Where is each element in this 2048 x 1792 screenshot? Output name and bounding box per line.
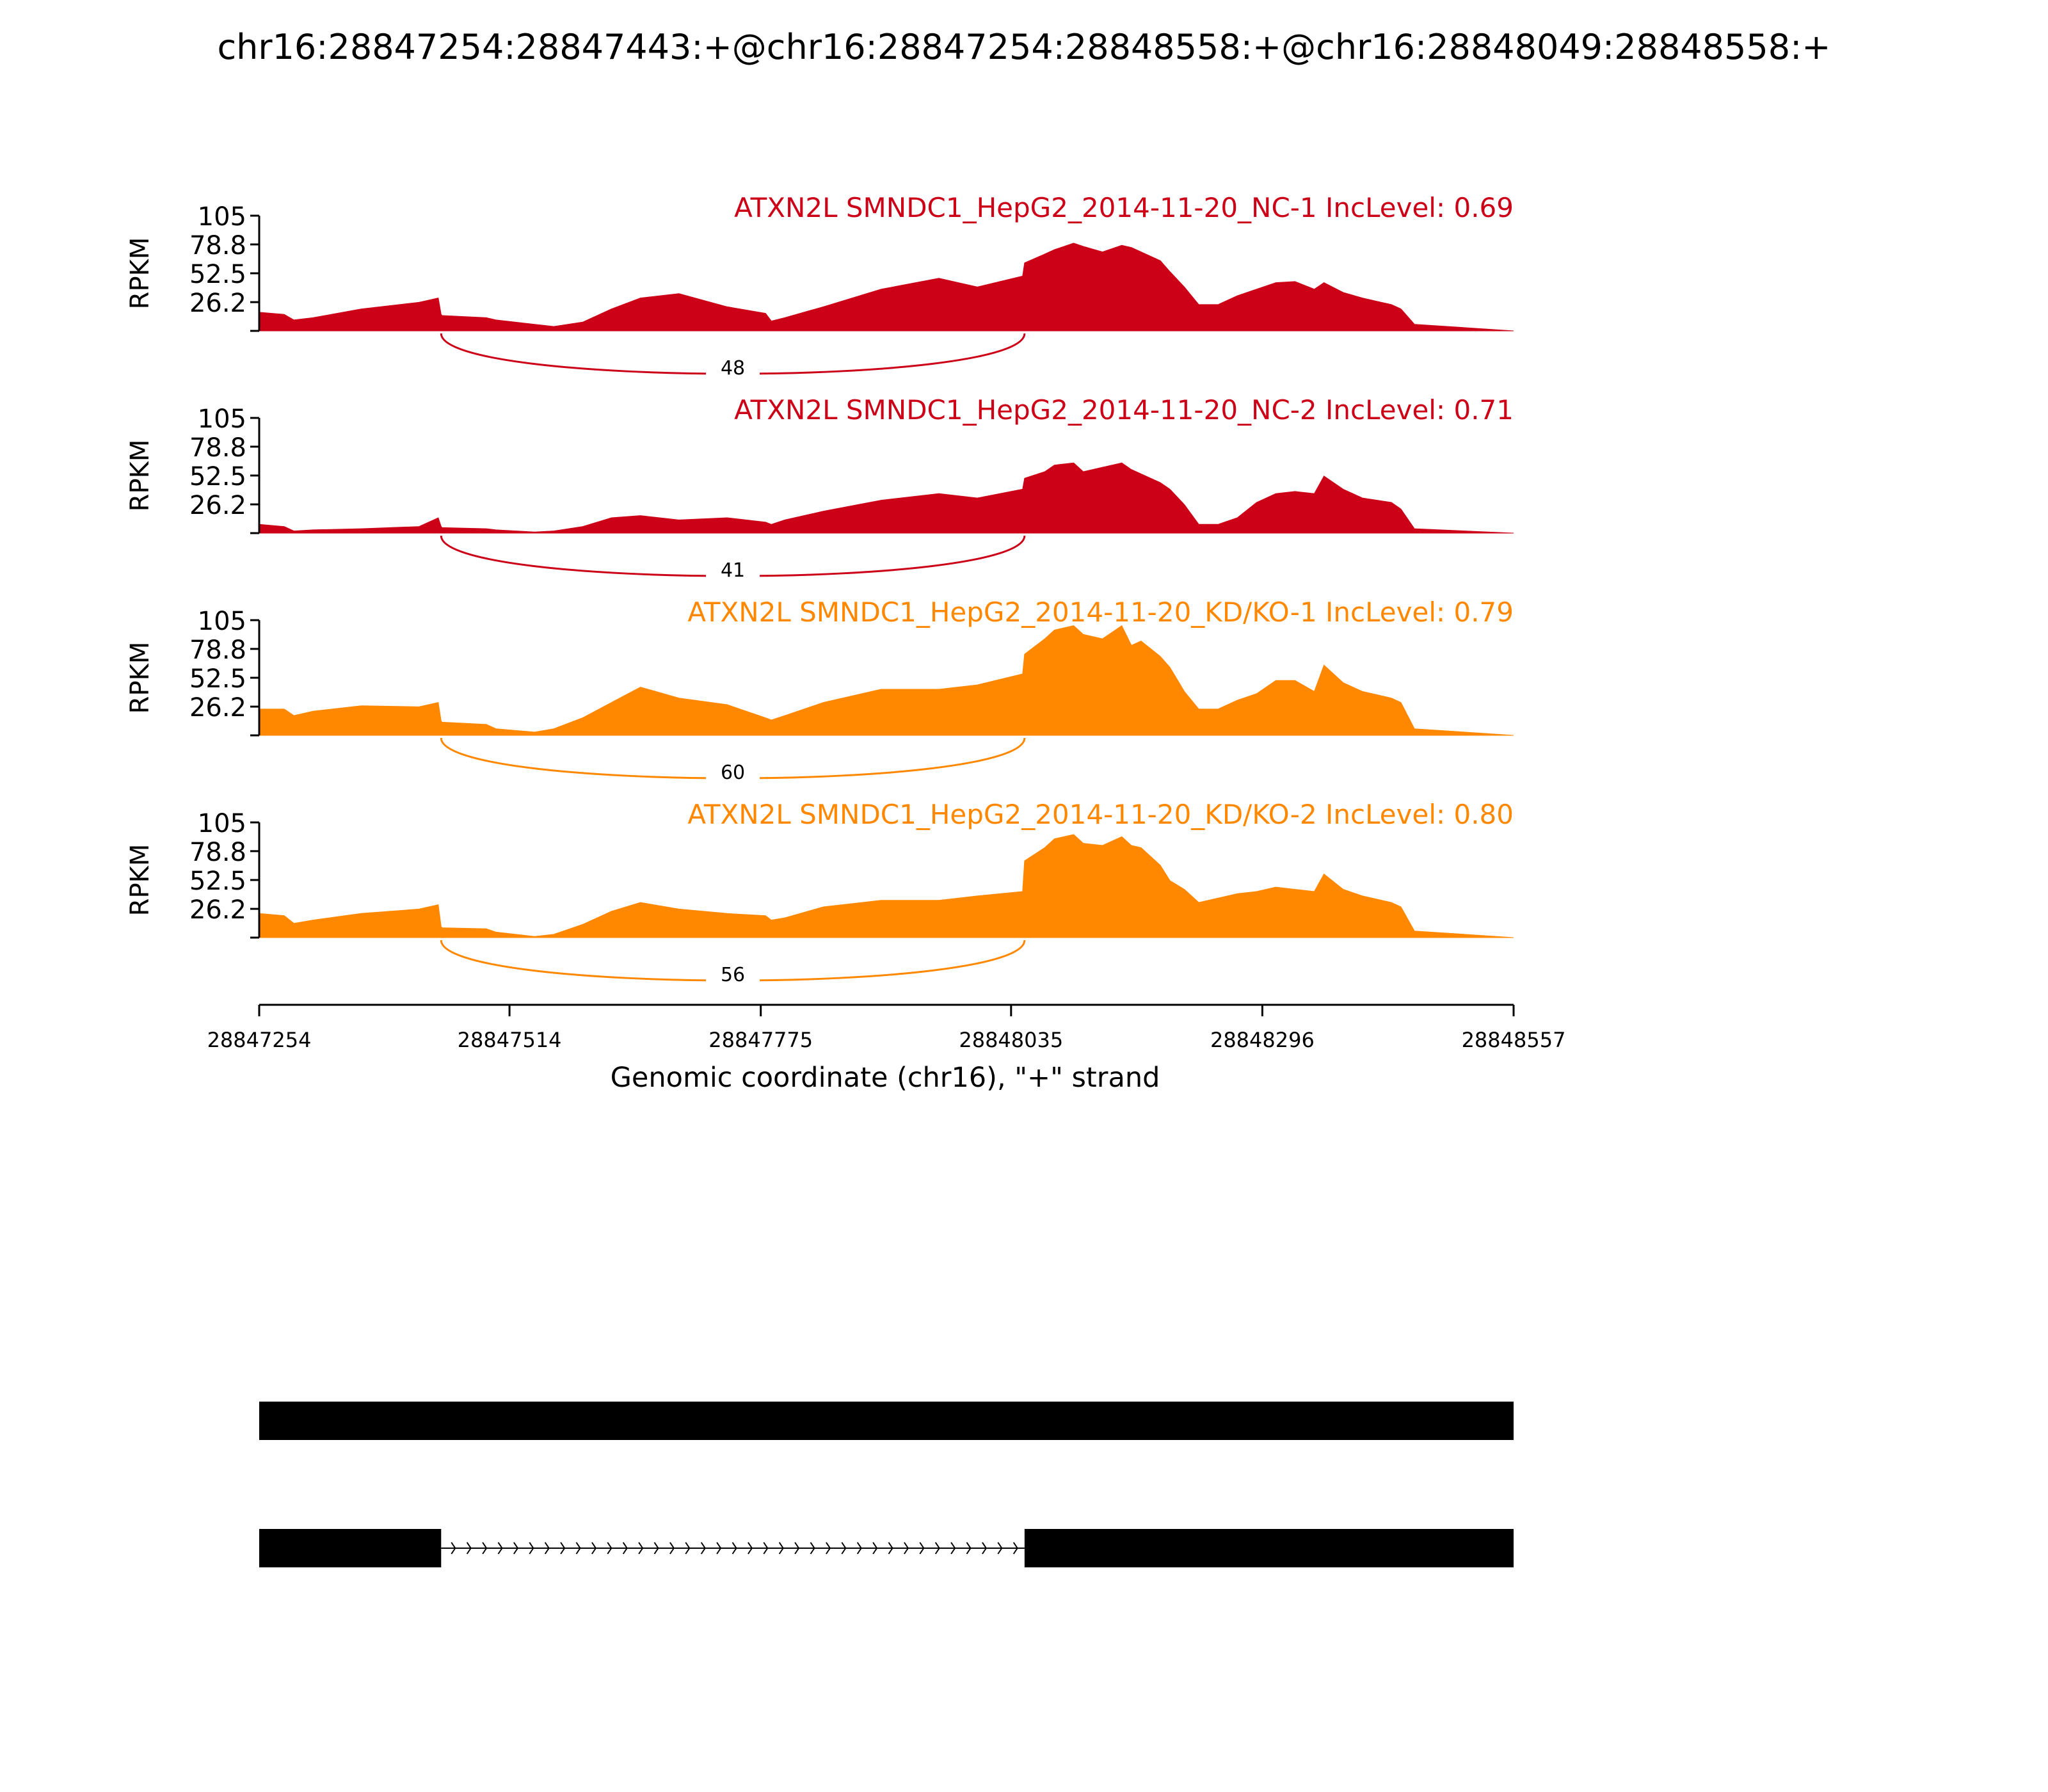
strand-arrow <box>904 1542 909 1555</box>
y-tick-label: 105 <box>198 404 246 434</box>
y-tick-label: 52.5 <box>189 867 246 896</box>
figure-title: chr16:28847254:28847443:+@chr16:28847254… <box>217 27 1830 67</box>
strand-arrow <box>1012 1542 1018 1555</box>
strand-arrow <box>934 1542 940 1555</box>
x-tick-label: 28848296 <box>1210 1028 1315 1052</box>
exon-block <box>259 1402 1514 1440</box>
strand-arrow <box>763 1542 769 1555</box>
junction-count: 48 <box>721 357 745 380</box>
strand-arrow <box>622 1542 628 1555</box>
series-label: ATXN2L SMNDC1_HepG2_2014-11-20_KD/KO-2 I… <box>687 799 1514 830</box>
exon-block <box>259 1529 442 1567</box>
strand-arrow <box>841 1542 847 1555</box>
strand-arrow <box>748 1542 753 1555</box>
strand-arrow <box>716 1542 722 1555</box>
y-tick-label: 26.2 <box>189 289 246 318</box>
y-tick-label: 78.8 <box>189 433 246 463</box>
exon-block <box>1024 1529 1514 1567</box>
y-tick-label: 26.2 <box>189 693 246 723</box>
strand-arrow <box>982 1542 988 1555</box>
strand-arrow <box>513 1542 519 1555</box>
y-tick-label: 52.5 <box>189 462 246 492</box>
strand-arrow <box>810 1542 815 1555</box>
strand-arrow <box>856 1542 862 1555</box>
strand-arrow <box>482 1542 488 1555</box>
strand-arrow <box>826 1542 831 1555</box>
x-tick-label: 28848557 <box>1462 1028 1566 1052</box>
junction-count-bg <box>706 758 760 784</box>
strand-arrow <box>529 1542 534 1555</box>
junction-count-bg <box>706 556 760 582</box>
coverage-area <box>259 243 1514 332</box>
junction-count: 56 <box>721 964 745 986</box>
strand-arrow <box>669 1542 675 1555</box>
y-tick-label: 52.5 <box>189 664 246 694</box>
junction-count: 60 <box>721 762 745 784</box>
isoform-structures <box>259 1402 1514 1567</box>
x-axis-label: Genomic coordinate (chr16), "+" strand <box>611 1062 1160 1094</box>
y-axis-label: RPKM <box>125 844 155 916</box>
y-tick-label: 26.2 <box>189 895 246 925</box>
junction-count: 41 <box>721 559 745 582</box>
strand-arrow <box>700 1542 706 1555</box>
x-axis: 28847254 28847514 28847775 28848035 28848296… <box>207 1004 1566 1052</box>
strand-arrow <box>466 1542 472 1555</box>
x-tick-label: 28847514 <box>458 1028 562 1052</box>
coverage-area <box>259 462 1514 534</box>
x-tick-label: 28848035 <box>959 1028 1063 1052</box>
strand-arrow <box>888 1542 893 1555</box>
isoform-track <box>259 1529 1514 1567</box>
y-tick-label: 26.2 <box>189 491 246 520</box>
series-label: ATXN2L SMNDC1_HepG2_2014-11-20_KD/KO-1 I… <box>687 596 1514 628</box>
y-tick-label: 52.5 <box>189 260 246 289</box>
strand-arrow <box>794 1542 800 1555</box>
strand-arrow <box>778 1542 784 1555</box>
y-tick-label: 78.8 <box>189 231 246 260</box>
strand-arrow <box>544 1542 550 1555</box>
strand-arrow <box>997 1542 1003 1555</box>
coverage-area <box>259 834 1514 938</box>
junction-count-bg <box>706 961 760 986</box>
strand-arrow <box>591 1542 597 1555</box>
strand-arrow <box>919 1542 925 1555</box>
y-tick-label: 105 <box>198 809 246 838</box>
isoform-track <box>259 1402 1514 1440</box>
strand-arrow <box>653 1542 659 1555</box>
y-tick-label: 105 <box>198 202 246 232</box>
strand-arrow <box>685 1542 691 1555</box>
y-axis-label: RPKM <box>125 237 155 310</box>
strand-arrow <box>950 1542 956 1555</box>
y-tick-label: 78.8 <box>189 636 246 665</box>
coverage-area <box>259 625 1514 736</box>
strand-arrow <box>575 1542 581 1555</box>
y-axis-label: RPKM <box>125 440 155 512</box>
strand-arrow <box>732 1542 737 1555</box>
strand-arrow <box>560 1542 566 1555</box>
junction-count-bg <box>706 354 760 380</box>
series-label: ATXN2L SMNDC1_HepG2_2014-11-20_NC-1 IncL… <box>734 192 1514 223</box>
strand-arrow <box>638 1542 644 1555</box>
x-tick-label: 28847775 <box>708 1028 813 1052</box>
strand-arrow <box>872 1542 878 1555</box>
y-axis-label: RPKM <box>125 642 155 714</box>
strand-arrow <box>497 1542 503 1555</box>
x-tick-label: 28847254 <box>207 1028 312 1052</box>
series-label: ATXN2L SMNDC1_HepG2_2014-11-20_NC-2 IncL… <box>734 394 1514 426</box>
y-tick-label: 105 <box>198 607 246 636</box>
strand-arrow <box>451 1542 456 1555</box>
y-tick-label: 78.8 <box>189 838 246 867</box>
strand-arrow <box>607 1542 612 1555</box>
strand-arrow <box>966 1542 972 1555</box>
